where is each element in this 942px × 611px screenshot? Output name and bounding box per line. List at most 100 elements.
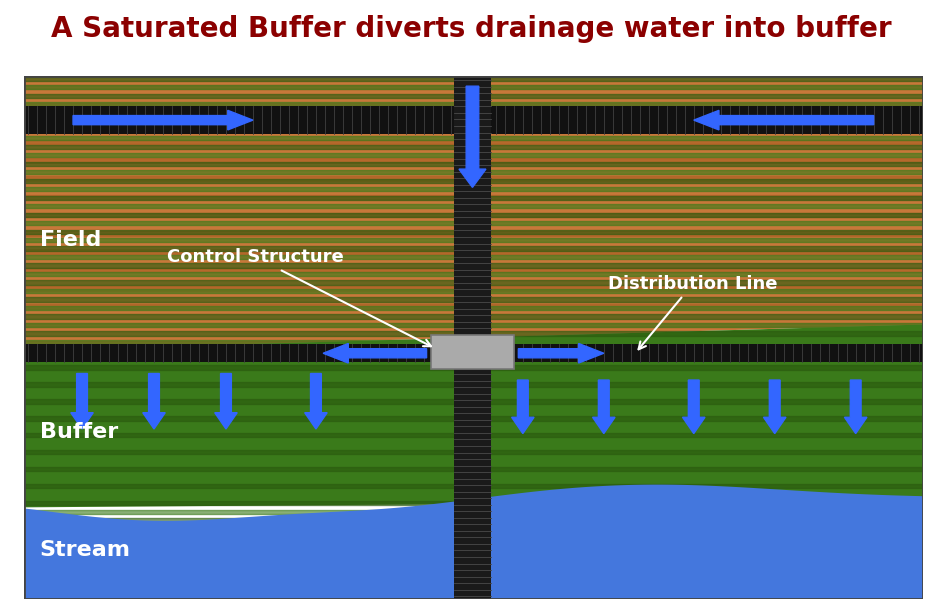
Bar: [24, 332, 923, 336]
Bar: [24, 306, 923, 310]
FancyArrow shape: [512, 380, 534, 434]
Bar: [24, 230, 923, 234]
Bar: [24, 204, 923, 208]
Bar: [24, 331, 923, 335]
FancyArrow shape: [304, 373, 327, 429]
Bar: [24, 560, 923, 565]
Bar: [24, 213, 923, 217]
Bar: [24, 544, 923, 548]
Bar: [24, 365, 923, 370]
Bar: [24, 527, 923, 531]
FancyArrow shape: [71, 373, 93, 429]
Text: Field: Field: [40, 230, 101, 250]
Bar: [24, 374, 923, 378]
Bar: [24, 67, 923, 71]
Bar: [24, 433, 923, 437]
Bar: [24, 280, 923, 285]
Bar: [431, 335, 513, 369]
FancyArrow shape: [763, 380, 786, 434]
Polygon shape: [24, 76, 923, 351]
Bar: [24, 277, 923, 282]
Bar: [24, 221, 923, 225]
Bar: [24, 167, 923, 172]
Bar: [24, 136, 923, 141]
Bar: [24, 177, 923, 181]
Text: Buffer: Buffer: [40, 422, 118, 442]
Bar: [24, 119, 923, 123]
Bar: [24, 552, 923, 557]
Bar: [24, 323, 923, 327]
Bar: [24, 185, 923, 190]
Bar: [24, 85, 923, 89]
Bar: [24, 222, 923, 227]
Bar: [24, 518, 923, 522]
Bar: [24, 535, 923, 540]
Bar: [24, 94, 923, 98]
Bar: [24, 467, 923, 472]
Bar: [24, 359, 923, 364]
Bar: [24, 158, 923, 163]
Bar: [24, 272, 923, 276]
Bar: [24, 231, 923, 236]
Bar: [24, 350, 923, 354]
Bar: [24, 128, 923, 132]
Bar: [24, 263, 923, 268]
Bar: [24, 501, 923, 505]
Bar: [24, 510, 923, 514]
Bar: [24, 450, 923, 455]
Polygon shape: [24, 485, 923, 599]
Bar: [24, 577, 923, 582]
Bar: [24, 566, 923, 599]
FancyArrow shape: [215, 373, 237, 429]
Bar: [24, 249, 923, 254]
Bar: [24, 408, 923, 412]
Bar: [24, 178, 923, 183]
Bar: [24, 268, 923, 273]
Bar: [24, 357, 923, 361]
Bar: [24, 315, 923, 319]
Bar: [24, 295, 923, 300]
FancyArrow shape: [844, 380, 867, 434]
Text: A Saturated Buffer diverts drainage water into buffer: A Saturated Buffer diverts drainage wate…: [51, 15, 891, 43]
Bar: [24, 111, 923, 115]
Bar: [24, 586, 923, 590]
Bar: [24, 442, 923, 446]
FancyArrow shape: [593, 380, 615, 434]
Bar: [24, 425, 923, 429]
Bar: [24, 569, 923, 573]
Bar: [453, 76, 492, 599]
Bar: [24, 344, 923, 362]
Bar: [24, 122, 923, 126]
Bar: [24, 240, 923, 245]
Bar: [24, 196, 923, 200]
Bar: [24, 102, 923, 106]
Bar: [24, 595, 923, 599]
Bar: [24, 340, 923, 344]
FancyArrow shape: [73, 111, 253, 130]
Bar: [24, 304, 923, 309]
Bar: [24, 106, 923, 134]
Bar: [24, 238, 923, 242]
Bar: [24, 348, 923, 353]
Bar: [24, 484, 923, 488]
Bar: [24, 170, 923, 174]
Bar: [24, 187, 923, 191]
Bar: [24, 313, 923, 318]
Bar: [24, 213, 923, 218]
Bar: [24, 103, 923, 108]
Bar: [24, 140, 923, 144]
Bar: [24, 258, 923, 263]
Bar: [24, 131, 923, 135]
Bar: [24, 476, 923, 480]
FancyArrow shape: [518, 343, 604, 363]
Bar: [24, 255, 923, 259]
Bar: [24, 323, 923, 327]
Bar: [24, 149, 923, 153]
Bar: [24, 286, 923, 291]
Bar: [24, 416, 923, 420]
Bar: [24, 153, 923, 158]
Bar: [24, 76, 923, 80]
Bar: [24, 93, 923, 98]
Text: Distribution Line: Distribution Line: [609, 274, 778, 349]
Bar: [24, 399, 923, 403]
